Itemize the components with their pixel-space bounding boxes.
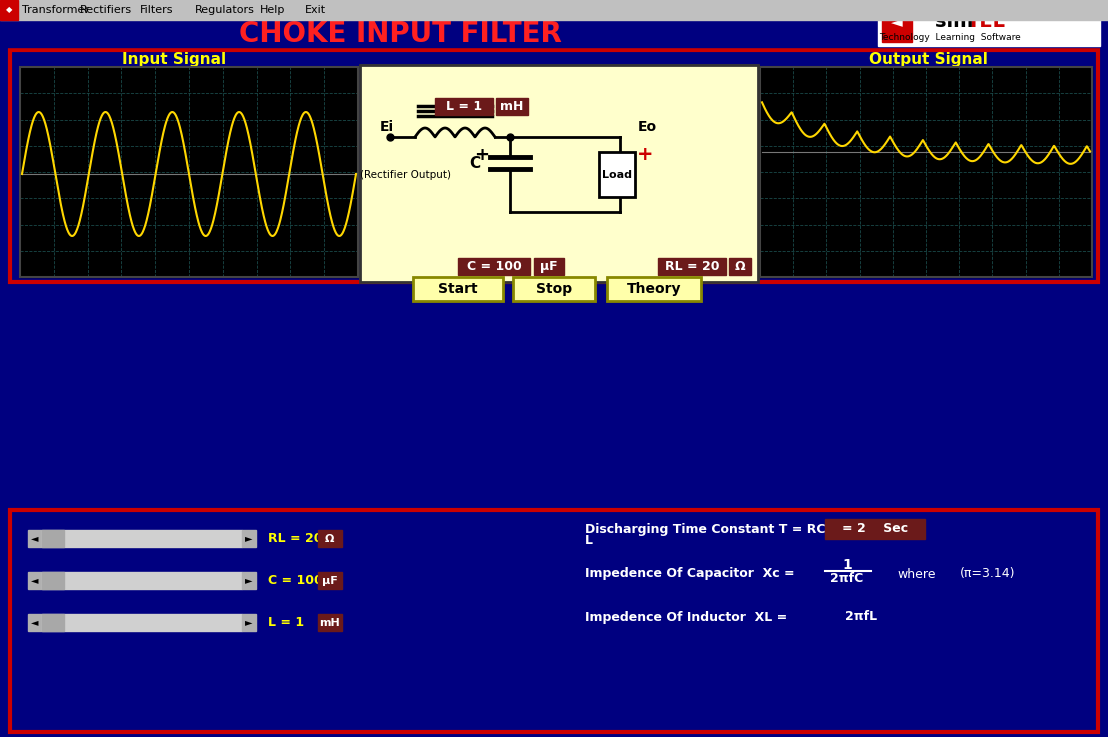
Text: ►: ►	[245, 534, 253, 543]
Text: (Rectifier Output): (Rectifier Output)	[360, 170, 451, 180]
Bar	[242, 572, 256, 589]
Bar	[760, 67, 1092, 277]
Bar	[607, 277, 701, 301]
Text: mH: mH	[319, 618, 340, 627]
Text: Help: Help	[260, 5, 286, 15]
Bar	[28, 614, 42, 631]
Text: C: C	[470, 156, 481, 170]
Bar	[513, 277, 595, 301]
Text: ◄: ◄	[31, 576, 39, 585]
Bar	[0, 20, 1108, 47]
Bar	[42, 530, 242, 547]
Bar	[413, 277, 503, 301]
Bar	[42, 614, 242, 631]
Bar	[435, 98, 493, 115]
Text: Ω: Ω	[325, 534, 335, 543]
Bar	[42, 530, 64, 547]
Bar	[242, 614, 256, 631]
Bar	[825, 519, 925, 539]
Bar	[318, 572, 341, 589]
Text: Transformer: Transformer	[22, 5, 89, 15]
Text: where: where	[897, 567, 935, 581]
Text: 2πfC: 2πfC	[830, 573, 863, 585]
Text: 1: 1	[842, 558, 852, 572]
Text: ®: ®	[992, 8, 1002, 18]
Text: +: +	[637, 144, 654, 164]
Text: 2πfL: 2πfL	[845, 610, 878, 624]
Text: Exit: Exit	[305, 5, 326, 15]
Bar	[242, 530, 256, 547]
Text: sim: sim	[935, 12, 973, 30]
Text: = 2    Sec: = 2 Sec	[842, 523, 909, 536]
Bar	[878, 0, 1100, 46]
Bar	[42, 572, 64, 589]
Bar	[760, 67, 1092, 277]
Text: Filters: Filters	[140, 5, 174, 15]
Text: +: +	[474, 146, 490, 164]
Bar	[496, 98, 529, 115]
Text: Theory: Theory	[627, 282, 681, 296]
Text: μF: μF	[541, 260, 557, 273]
Text: Rectifiers: Rectifiers	[80, 5, 132, 15]
Bar	[729, 258, 751, 275]
Bar	[0, 0, 1108, 20]
Bar	[360, 65, 758, 282]
Bar	[20, 67, 358, 277]
Text: Eo: Eo	[638, 120, 657, 134]
Text: ◄: ◄	[31, 618, 39, 627]
Text: Regulators: Regulators	[195, 5, 255, 15]
Text: Discharging Time Constant T = RC /: Discharging Time Constant T = RC /	[585, 523, 834, 536]
Text: ►: ►	[245, 618, 253, 627]
Text: Load: Load	[602, 170, 632, 180]
Text: L: L	[585, 534, 593, 548]
Text: Impedence Of Inductor  XL =: Impedence Of Inductor XL =	[585, 610, 788, 624]
Text: Input Signal: Input Signal	[122, 52, 226, 66]
Text: ◆: ◆	[6, 5, 12, 15]
Bar	[599, 152, 635, 197]
Text: Stop: Stop	[536, 282, 572, 296]
Text: CHOKE INPUT FILTER: CHOKE INPUT FILTER	[238, 20, 562, 48]
Text: C = 100: C = 100	[268, 574, 322, 587]
Text: RL = 20: RL = 20	[665, 260, 719, 273]
Text: Ω: Ω	[735, 260, 746, 273]
Text: ◄: ◄	[31, 534, 39, 543]
Text: (π=3.14): (π=3.14)	[960, 567, 1016, 581]
Bar	[658, 258, 726, 275]
Bar	[0, 0, 18, 20]
Text: ◄: ◄	[891, 15, 903, 30]
Text: L = 1: L = 1	[445, 100, 482, 113]
Text: μF: μF	[321, 576, 337, 585]
Bar	[318, 614, 341, 631]
Text: L = 1: L = 1	[268, 616, 312, 629]
Bar	[20, 67, 358, 277]
Bar	[10, 50, 1098, 282]
Bar	[28, 530, 42, 547]
Text: Start: Start	[438, 282, 478, 296]
Bar	[534, 258, 564, 275]
Bar	[28, 572, 42, 589]
Bar	[10, 510, 1098, 732]
Text: Output Signal: Output Signal	[869, 52, 987, 66]
Bar	[360, 65, 758, 282]
Bar	[42, 572, 242, 589]
Bar	[318, 530, 341, 547]
Text: RL = 20: RL = 20	[268, 532, 322, 545]
Text: Impedence Of Capacitor  Xc =: Impedence Of Capacitor Xc =	[585, 567, 794, 581]
Text: Ei: Ei	[380, 120, 394, 134]
Text: ►: ►	[245, 576, 253, 585]
Text: TEL: TEL	[967, 12, 1006, 30]
Bar	[882, 4, 912, 42]
Text: C = 100: C = 100	[466, 260, 522, 273]
Bar	[42, 614, 64, 631]
Text: Technology  Learning  Software: Technology Learning Software	[879, 32, 1020, 41]
Bar	[458, 258, 530, 275]
Text: mH: mH	[501, 100, 524, 113]
